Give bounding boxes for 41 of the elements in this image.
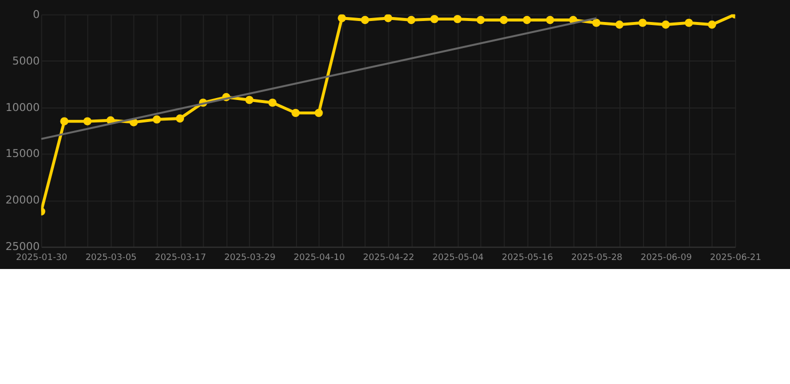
x-tick-label: 2025-05-28 [571,252,622,263]
y-tick-label: 20000 [5,194,40,207]
x-tick-label: 2025-04-10 [294,252,346,263]
x-tick-label: 2025-01-30 [16,252,68,263]
x-tick-label: 2025-05-04 [432,252,484,263]
x-tick-label: 2025-04-22 [363,252,414,263]
point [176,114,184,123]
x-tick-label: 2025-05-16 [502,252,554,263]
point [245,96,254,104]
y-tick-label: 25000 [5,240,40,254]
point [592,18,600,27]
point [615,20,624,29]
y-tick-label: 5000 [12,54,40,68]
point [500,16,508,24]
point [453,14,462,24]
x-tick-label: 2025-06-09 [640,252,692,263]
point [60,117,68,126]
point [83,117,92,126]
point [708,20,716,29]
point [360,16,370,24]
point [338,14,346,22]
point [314,108,323,118]
point [384,14,392,22]
point [407,16,416,24]
point [268,98,277,107]
y-tick-label: 15000 [5,147,40,160]
y-tick-label: 10000 [5,100,40,114]
point [684,18,693,27]
point [546,16,554,24]
point [152,115,161,124]
point [430,14,438,24]
point [662,20,670,29]
point [522,16,532,24]
x-tick-label: 2025-03-17 [154,252,206,263]
x-tick-label: 2025-03-29 [224,252,276,263]
point [292,108,300,118]
point [638,18,647,27]
y-tick-label: 0 [32,8,40,21]
x-tick-label: 2025-03-05 [85,252,137,263]
x-tick-label: 2025-06-21 [710,252,762,263]
point [476,16,485,24]
